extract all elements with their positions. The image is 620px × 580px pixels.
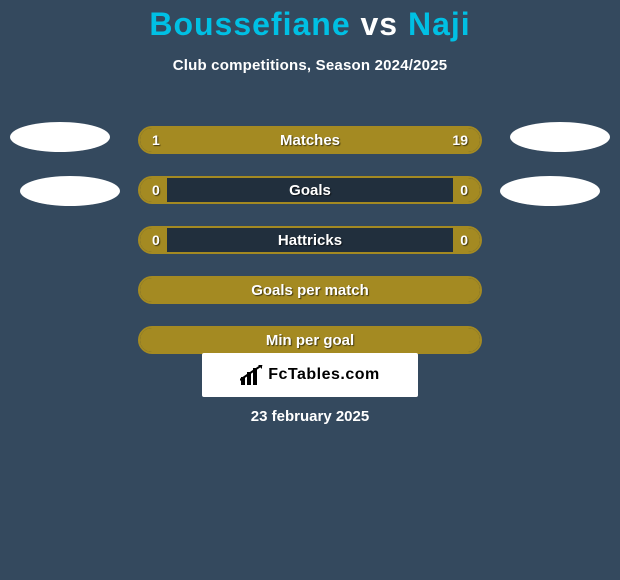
stat-bar-min-per-goal: Min per goal	[138, 326, 482, 354]
player-1-name: Boussefiane	[149, 6, 350, 42]
stat-val-right: 19	[452, 128, 468, 152]
bars-icon	[240, 365, 264, 385]
brand-logo[interactable]: FcTables.com	[202, 353, 418, 397]
stat-label: Hattricks	[140, 228, 480, 252]
stat-val-right: 0	[460, 178, 468, 202]
subtitle: Club competitions, Season 2024/2025	[0, 57, 620, 74]
stat-bar-hattricks: 0 Hattricks 0	[138, 226, 482, 254]
stat-val-right: 0	[460, 228, 468, 252]
comparison-card: Boussefiane vs Naji Club competitions, S…	[0, 0, 620, 580]
vs-text: vs	[361, 6, 399, 42]
stat-label: Goals per match	[140, 278, 480, 302]
brand-text: FcTables.com	[268, 366, 380, 384]
stat-bar-goals: 0 Goals 0	[138, 176, 482, 204]
snapshot-date: 23 february 2025	[0, 408, 620, 425]
stat-bar-goals-per-match: Goals per match	[138, 276, 482, 304]
page-title: Boussefiane vs Naji	[0, 0, 620, 43]
stat-bars: 1 Matches 19 0 Goals 0 0 Hattricks 0 Goa…	[0, 126, 620, 376]
stat-bar-matches: 1 Matches 19	[138, 126, 482, 154]
stat-label: Goals	[140, 178, 480, 202]
stat-label: Matches	[140, 128, 480, 152]
stat-label: Min per goal	[140, 328, 480, 352]
player-2-name: Naji	[408, 6, 471, 42]
